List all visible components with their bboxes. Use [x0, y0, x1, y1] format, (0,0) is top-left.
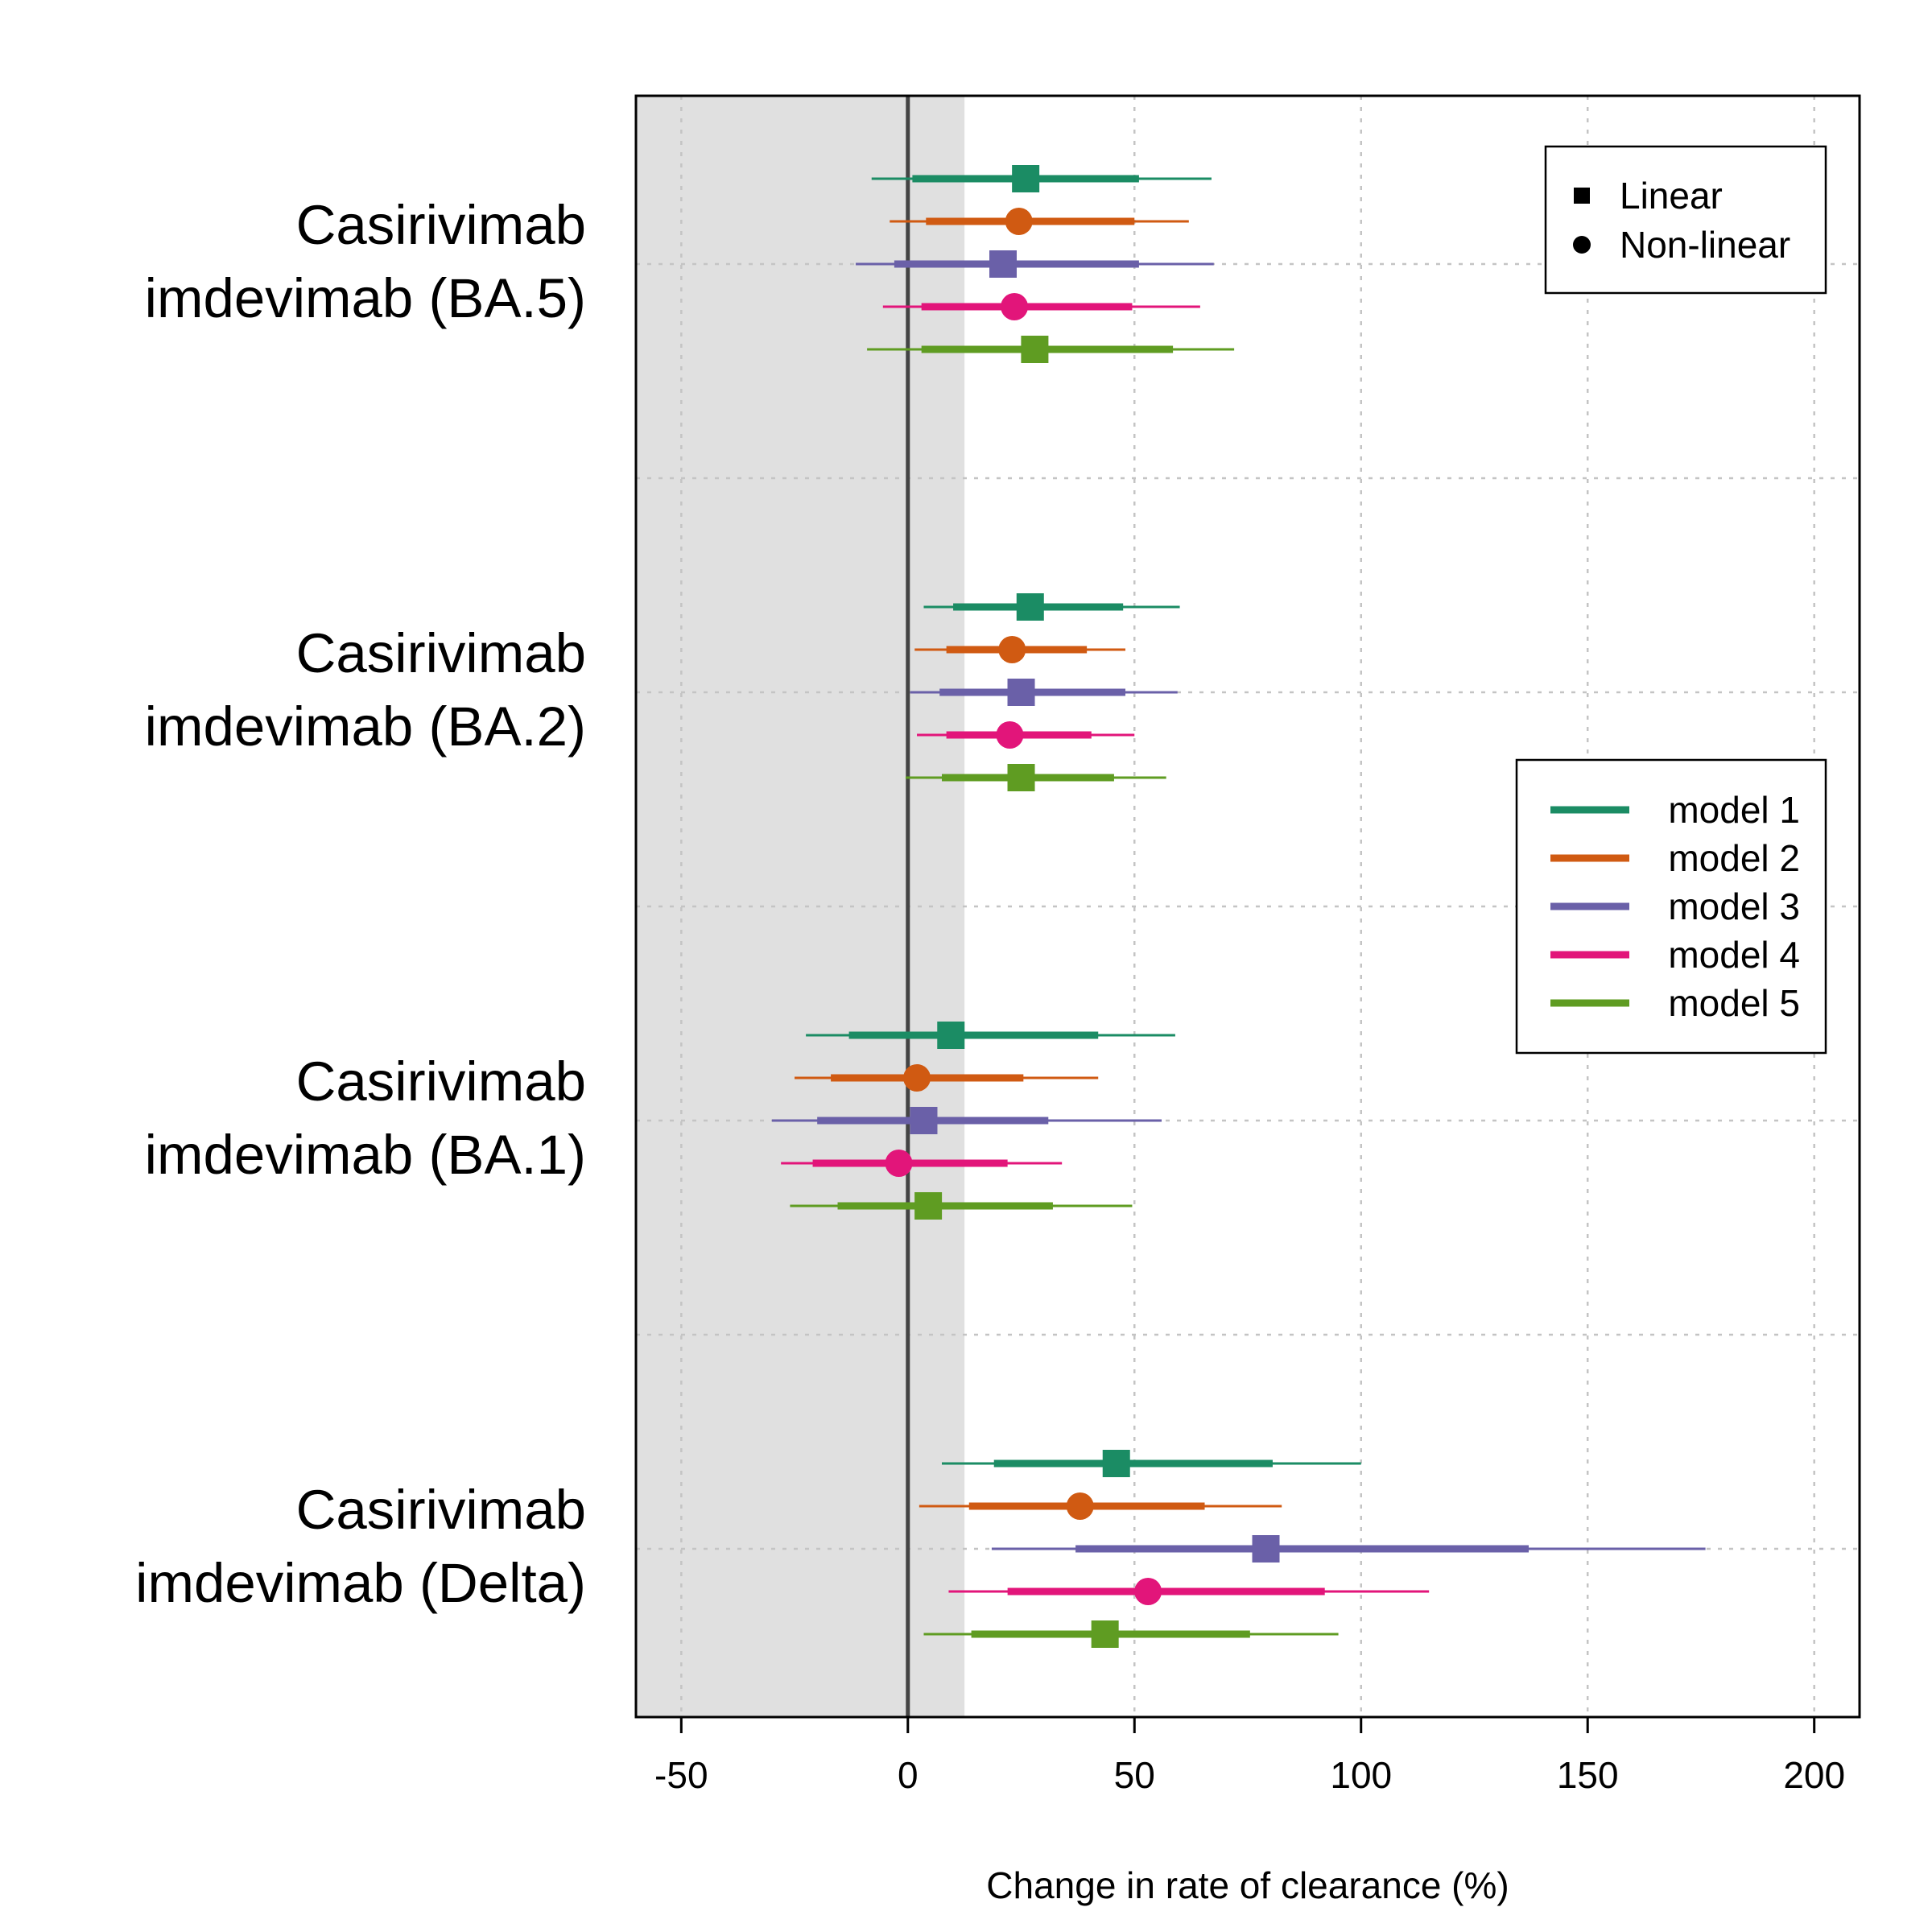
- estimate-square-g0-m1: [1012, 165, 1040, 192]
- group-label-line1-2: Casirivimab: [296, 1051, 586, 1113]
- estimate-square-g2-m1: [937, 1022, 965, 1049]
- x-axis: -50 0 50 100 150 200: [654, 1715, 1845, 1796]
- x-tick-label-2: 50: [1114, 1754, 1155, 1796]
- group-label-line2-3: imdevimab (Delta): [135, 1552, 586, 1614]
- x-tick-label-5: 200: [1783, 1754, 1845, 1796]
- estimate-circle-g1-m4: [996, 721, 1024, 749]
- estimate-circle-g3-m2: [1066, 1492, 1094, 1520]
- group-0: [856, 165, 1235, 363]
- x-tick-label-3: 100: [1330, 1754, 1392, 1796]
- group-1: [905, 593, 1180, 791]
- estimate-square-g2-m3: [910, 1107, 938, 1134]
- group-labels: Casirivimab imdevimab (BA.5) Casirivimab im…: [135, 194, 586, 1614]
- shape-legend-box: [1544, 145, 1827, 295]
- group-label-line1-3: Casirivimab: [296, 1479, 586, 1541]
- non-linear-circle-icon: [1573, 236, 1591, 254]
- x-tick-label-1: 0: [898, 1754, 919, 1796]
- group-3: [919, 1450, 1706, 1648]
- model-legend: model 1 model 2 model 3 model 4 model 5: [1515, 758, 1827, 1055]
- model-legend-label-5: model 5: [1668, 982, 1800, 1024]
- x-tick-label-0: -50: [654, 1754, 708, 1796]
- shape-legend-label-non-linear: Non-linear: [1620, 224, 1790, 266]
- model-legend-label-3: model 3: [1668, 886, 1800, 927]
- group-label-line2-1: imdevimab (BA.2): [145, 696, 586, 758]
- shaded-region: [636, 96, 965, 1717]
- estimate-circle-g1-m2: [998, 636, 1026, 663]
- estimate-circle-g2-m2: [903, 1064, 931, 1092]
- model-legend-label-2: model 2: [1668, 837, 1800, 879]
- estimate-square-g3-m1: [1102, 1450, 1130, 1477]
- group-label-line1-0: Casirivimab: [296, 194, 586, 256]
- model-legend-label-4: model 4: [1668, 934, 1800, 976]
- group-label-line2-2: imdevimab (BA.1): [145, 1124, 586, 1186]
- estimate-circle-g0-m2: [1005, 208, 1033, 235]
- estimate-square-g0-m3: [989, 250, 1017, 278]
- x-axis-label: Change in rate of clearance (%): [986, 1864, 1509, 1906]
- estimate-square-g3-m3: [1252, 1535, 1280, 1563]
- estimate-square-g1-m1: [1016, 593, 1044, 621]
- estimate-square-g0-m5: [1021, 336, 1049, 363]
- shape-legend-label-linear: Linear: [1620, 175, 1723, 217]
- group-label-line1-1: Casirivimab: [296, 622, 586, 684]
- estimate-circle-g2-m4: [885, 1150, 913, 1177]
- estimate-circle-g0-m4: [1001, 293, 1029, 320]
- x-tick-label-4: 150: [1557, 1754, 1619, 1796]
- estimate-square-g1-m5: [1007, 764, 1035, 791]
- estimate-circle-g3-m4: [1134, 1578, 1162, 1605]
- estimate-square-g2-m5: [914, 1192, 943, 1220]
- group-label-line2-0: imdevimab (BA.5): [145, 267, 586, 329]
- linear-square-icon: [1574, 188, 1590, 204]
- model-legend-label-1: model 1: [1668, 789, 1800, 831]
- estimate-square-g1-m3: [1007, 679, 1035, 706]
- estimates-layer: [771, 165, 1706, 1648]
- shape-legend: Linear Non-linear: [1544, 145, 1827, 295]
- estimate-square-g3-m5: [1091, 1620, 1119, 1648]
- group-2: [771, 1022, 1175, 1220]
